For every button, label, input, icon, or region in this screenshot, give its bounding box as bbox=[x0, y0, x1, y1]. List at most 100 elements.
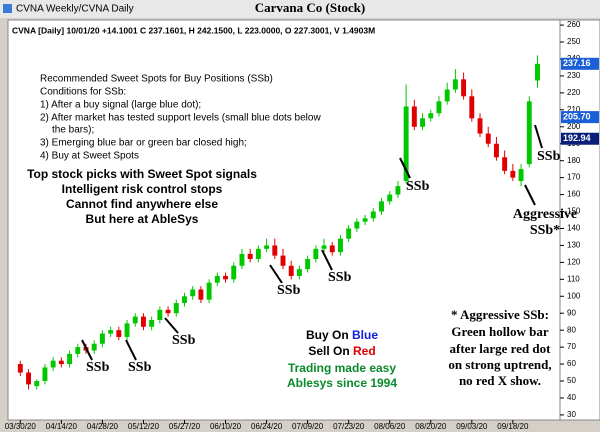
candle-body bbox=[461, 79, 467, 97]
x-tick-label: 09/03/20 bbox=[456, 422, 488, 431]
sell-prefix: Sell On bbox=[308, 344, 349, 358]
candle-body bbox=[510, 170, 516, 178]
x-tick-label: 09/18/20 bbox=[497, 422, 529, 431]
ssb-label: SSb bbox=[537, 149, 561, 164]
note-line: 4) Buy at Sweet Spots bbox=[40, 151, 139, 162]
y-tick-label: 110 bbox=[567, 274, 580, 283]
candle-body bbox=[313, 248, 319, 259]
y-tick-label: 250 bbox=[567, 37, 581, 46]
candle-body bbox=[493, 143, 499, 158]
promo-line: Cannot find anywhere else bbox=[66, 197, 218, 211]
y-tick-label: 30 bbox=[567, 410, 576, 419]
sell-word: Red bbox=[353, 344, 376, 358]
candle-body bbox=[395, 186, 401, 195]
candle-body bbox=[42, 367, 48, 382]
ssb-label: SSb bbox=[172, 333, 196, 348]
candle-body bbox=[321, 245, 327, 249]
candle-body bbox=[518, 169, 524, 182]
note-line: Conditions for SSb: bbox=[40, 87, 126, 98]
x-tick-label: 07/09/20 bbox=[292, 422, 324, 431]
candle-body bbox=[428, 113, 434, 119]
candle-body bbox=[379, 201, 384, 212]
promo-line: Intelligent risk control stops bbox=[62, 182, 223, 196]
candle-body bbox=[26, 372, 31, 385]
ssb-label: SSb bbox=[406, 179, 430, 194]
candle-body bbox=[173, 303, 179, 314]
candle-body bbox=[214, 275, 220, 283]
y-tick-label: 70 bbox=[567, 342, 576, 351]
ssb-label: SSb bbox=[128, 360, 152, 375]
candle-body bbox=[50, 360, 56, 368]
price-tag-label: 205.70 bbox=[563, 111, 591, 121]
candle-body bbox=[403, 106, 409, 182]
note-line: Recommended Sweet Spots for Buy Position… bbox=[40, 74, 273, 85]
candle-body bbox=[223, 275, 228, 280]
sell-line: Sell On Red bbox=[308, 344, 375, 358]
candle-body bbox=[354, 221, 360, 229]
aggressive-label: SSb* bbox=[530, 223, 560, 238]
aggressive-note: Green hollow bar bbox=[451, 324, 548, 339]
y-tick-label: 230 bbox=[567, 71, 581, 80]
ssb-label: SSb bbox=[328, 270, 352, 285]
y-axis-area bbox=[559, 19, 600, 421]
candle-body bbox=[206, 282, 212, 300]
arrow bbox=[164, 317, 179, 334]
candle-body bbox=[535, 63, 540, 81]
aggressive-note: * Aggressive SSb: bbox=[451, 307, 549, 322]
y-tick-label: 120 bbox=[567, 257, 581, 266]
candle-body bbox=[255, 248, 261, 259]
candle-body bbox=[387, 194, 393, 202]
arrow bbox=[534, 124, 543, 149]
candle-body bbox=[280, 255, 286, 266]
candle-body bbox=[247, 253, 253, 259]
aggressive-note: on strong uptrend, bbox=[448, 357, 551, 372]
title-bar bbox=[0, 0, 600, 18]
candle-body bbox=[485, 133, 491, 144]
buy-line: Buy On Blue bbox=[306, 328, 378, 342]
y-tick-label: 100 bbox=[567, 291, 581, 300]
chart-title: Carvana Co (Stock) bbox=[255, 0, 366, 15]
candle-body bbox=[91, 343, 97, 351]
candle-body bbox=[157, 309, 163, 320]
candle-body bbox=[75, 347, 81, 354]
x-tick-label: 04/28/20 bbox=[87, 422, 119, 431]
slogan: Trading made easy bbox=[288, 361, 396, 375]
candle-body bbox=[124, 323, 130, 337]
y-tick-label: 50 bbox=[567, 376, 576, 385]
y-tick-label: 80 bbox=[567, 325, 576, 334]
info-line: CVNA [Daily] 10/01/20 +14.1001 C 237.160… bbox=[12, 25, 375, 35]
x-tick-label: 07/23/20 bbox=[333, 422, 365, 431]
candle-body bbox=[264, 245, 270, 249]
marks: 30 40 50 60 70 80 90 100 110 120 130 140 150 160 170 18… bbox=[5, 20, 599, 431]
arrows bbox=[81, 124, 543, 361]
aggressive-note: after large red dot bbox=[450, 341, 552, 356]
y-tick-label: 40 bbox=[567, 393, 576, 402]
ssb-label: SSb bbox=[277, 283, 301, 298]
ssb-label: SSb bbox=[86, 360, 110, 375]
y-tick-label: 130 bbox=[567, 241, 581, 250]
buy-prefix: Buy On bbox=[306, 328, 349, 342]
price-tag-label: 237.16 bbox=[563, 58, 591, 68]
arrow bbox=[81, 339, 93, 361]
y-tick-label: 160 bbox=[567, 190, 581, 199]
window-title: CVNA Weekly/CVNA Daily bbox=[16, 4, 134, 15]
candle-body bbox=[231, 265, 237, 280]
y-tick-label: 140 bbox=[567, 224, 581, 233]
x-tick-label: 05/27/20 bbox=[169, 422, 201, 431]
candle-body bbox=[140, 316, 146, 327]
candle-body bbox=[296, 269, 302, 276]
annotations: Recommended Sweet Spots for Buy Position… bbox=[27, 74, 577, 391]
y-tick-label: 170 bbox=[567, 173, 581, 182]
y-tick-label: 260 bbox=[567, 20, 581, 29]
candle-body bbox=[165, 309, 171, 314]
note-line: 3) Emerging blue bar or green bar closed… bbox=[40, 138, 247, 149]
aggressive-note: no red X show. bbox=[459, 373, 541, 388]
x-tick-label: 05/12/20 bbox=[128, 422, 160, 431]
candle-body bbox=[329, 245, 335, 253]
candle-body bbox=[58, 360, 64, 365]
buy-word: Blue bbox=[352, 328, 378, 342]
candle-body bbox=[190, 289, 196, 297]
y-tick-label: 200 bbox=[567, 122, 581, 131]
x-tick-label: 03/30/20 bbox=[5, 422, 37, 431]
candle-body bbox=[469, 96, 475, 119]
